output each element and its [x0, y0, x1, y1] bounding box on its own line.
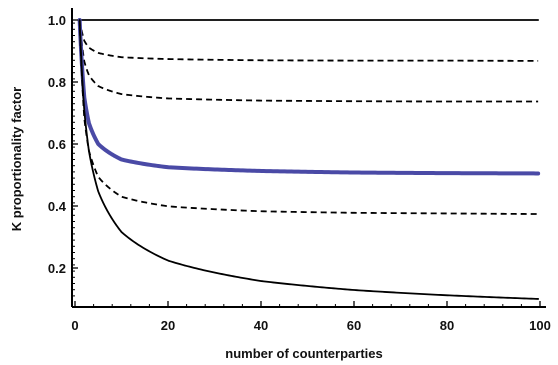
x-tick-label: 80 — [440, 318, 454, 333]
y-axis-title: K proportionality factor — [9, 87, 24, 231]
y-tick-label: 0.2 — [48, 261, 66, 276]
ticks: 0 20 40 60 80 100 0.2 0.4 0.6 0.8 1.0 — [48, 13, 551, 333]
series-line-3 — [78, 19, 539, 103]
x-tick-label: 100 — [529, 318, 551, 333]
series-line-6 — [78, 19, 540, 300]
y-tick-label: 0.4 — [48, 199, 67, 214]
series-line-5 — [78, 19, 539, 215]
x-tick-label: 40 — [254, 318, 268, 333]
series-line-4 — [77, 18, 541, 176]
plot-lines — [77, 18, 541, 300]
x-tick-label: 0 — [71, 318, 78, 333]
axes — [71, 8, 546, 308]
x-tick-label: 60 — [347, 318, 361, 333]
y-tick-label: 0.6 — [48, 137, 66, 152]
y-tick-label: 1.0 — [48, 13, 66, 28]
x-axis-title: number of counterparties — [225, 346, 382, 361]
y-tick-label: 0.8 — [48, 75, 66, 90]
x-tick-label: 20 — [161, 318, 175, 333]
series-line-2 — [78, 19, 539, 62]
